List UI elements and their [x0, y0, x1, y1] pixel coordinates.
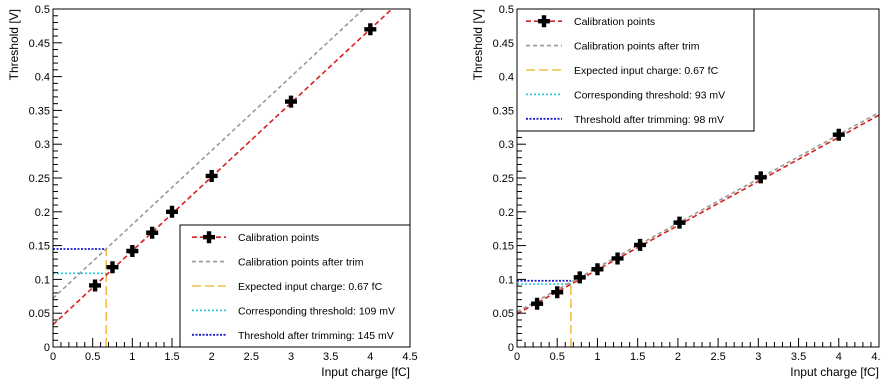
x-tick-label: 1 — [594, 351, 600, 363]
x-tick-label: 3 — [288, 351, 294, 363]
legend-item-1: Calibration points — [526, 15, 655, 28]
x-tick-label: 4 — [836, 351, 842, 363]
legend-item-1: Calibration points — [192, 231, 319, 244]
y-axis-title: Threshold [V] — [471, 9, 485, 80]
y-tick-label: 0.5 — [35, 4, 50, 16]
y-tick-label: 0.1 — [35, 274, 50, 286]
legend-label: Corresponding threshold: 109 mV — [238, 305, 395, 317]
y-tick-label: 0.2 — [35, 207, 50, 219]
legend-item-4: Corresponding threshold: 109 mV — [192, 305, 395, 317]
y-tick-label: 0.25 — [29, 173, 50, 185]
calibration-point-marker — [205, 169, 218, 182]
y-tick-label: 0.4 — [35, 72, 50, 84]
x-tick-label: 0 — [50, 351, 56, 363]
legend-item-5: Threshold after trimming: 98 mV — [526, 114, 724, 126]
series-line-fit-1 — [517, 114, 879, 315]
calibration-point-marker — [89, 279, 102, 292]
x-tick-label: 3.5 — [323, 351, 338, 363]
legend-item-2: Calibration points after trim — [192, 257, 364, 269]
x-axis-title: Input charge [fC] — [321, 365, 410, 379]
y-tick-label: 0 — [44, 342, 50, 354]
x-tick-label: 0.5 — [85, 351, 100, 363]
calibration-point-marker — [754, 171, 767, 184]
x-tick-label: 4.5 — [871, 351, 881, 363]
x-tick-label: 3 — [755, 351, 761, 363]
x-tick-label: 1 — [129, 351, 135, 363]
y-tick-label: 0.05 — [493, 308, 514, 320]
x-tick-label: 0 — [514, 351, 520, 363]
calibration-point-marker — [146, 226, 159, 239]
calibration-point-marker — [166, 205, 178, 218]
y-tick-label: 0.3 — [35, 139, 50, 151]
calibration-point-marker — [126, 245, 139, 258]
y-tick-label: 0.15 — [29, 241, 50, 253]
legend-point-marker — [203, 231, 215, 244]
x-tick-label: 4.5 — [402, 351, 417, 363]
chart-panel-1: 0 0.5 1 1.5 2 2.5 3 3.5 4 4.5 0 0.05 0.1 0.15 0.2 0.25 0… — [7, 4, 418, 379]
y-tick-label: 0.45 — [493, 38, 514, 50]
x-tick-label: 2 — [209, 351, 215, 363]
calibration-point-marker — [611, 252, 624, 265]
legend-item-5: Threshold after trimming: 145 mV — [192, 330, 394, 342]
y-tick-label: 0.45 — [29, 38, 50, 50]
y-tick-label: 0.2 — [499, 207, 514, 219]
y-tick-label: 0.35 — [493, 105, 514, 117]
legend-label: Calibration points — [238, 232, 319, 244]
x-tick-label: 4 — [367, 351, 373, 363]
plot-area — [53, 9, 394, 347]
legend-label: Threshold after trimming: 145 mV — [238, 330, 394, 342]
legend-label: Expected input charge: 0.67 fC — [238, 281, 383, 293]
x-tick-label: 2 — [675, 351, 681, 363]
calibration-point-marker — [364, 23, 377, 36]
x-axis-title: Input charge [fC] — [790, 365, 879, 379]
x-tick-label: 1.5 — [630, 351, 645, 363]
calibration-point-marker — [551, 286, 564, 299]
legend-label: Corresponding threshold: 93 mV — [574, 89, 725, 101]
calibration-point-marker — [591, 263, 604, 276]
legend-point-marker — [538, 15, 550, 28]
series-line-fit-2 — [517, 111, 879, 313]
legend: Calibration points Calibration points aft… — [179, 224, 411, 348]
series-line-fit-2 — [53, 9, 365, 299]
y-tick-label: 0 — [508, 342, 514, 354]
calibration-point-marker — [573, 271, 586, 284]
y-tick-label: 0.3 — [499, 139, 514, 151]
chart-panel-2: 0 0.5 1 1.5 2 2.5 3 3.5 4 4.5 0 0.05 0.1 0.15 0.2 0.25 0… — [471, 4, 881, 379]
legend-item-3: Expected input charge: 0.67 fC — [526, 65, 719, 77]
x-tick-label: 3.5 — [791, 351, 806, 363]
y-tick-label: 0.15 — [493, 241, 514, 253]
calibration-point-marker — [634, 238, 647, 251]
legend-label: Threshold after trimming: 98 mV — [574, 114, 724, 126]
y-tick-label: 0.25 — [493, 173, 514, 185]
x-tick-label: 2.5 — [710, 351, 725, 363]
legend-label: Calibration points after trim — [574, 41, 700, 53]
legend-label: Expected input charge: 0.67 fC — [574, 65, 719, 77]
legend: Calibration points Calibration points aft… — [516, 8, 755, 132]
legend-item-4: Corresponding threshold: 93 mV — [526, 89, 725, 101]
y-tick-label: 0.5 — [499, 4, 514, 16]
legend-label: Calibration points — [574, 16, 655, 28]
legend-label: Calibration points after trim — [238, 257, 364, 269]
y-axis-title: Threshold [V] — [7, 9, 21, 80]
y-tick-label: 0.05 — [29, 308, 50, 320]
calibration-point-marker — [531, 297, 544, 310]
y-tick-label: 0.1 — [499, 274, 514, 286]
legend-item-3: Expected input charge: 0.67 fC — [192, 281, 383, 293]
calibration-point-marker — [285, 95, 297, 108]
y-tick-label: 0.35 — [29, 105, 50, 117]
legend-item-2: Calibration points after trim — [526, 41, 700, 53]
x-tick-label: 1.5 — [164, 351, 179, 363]
calibration-point-marker — [832, 128, 845, 141]
y-tick-label: 0.4 — [499, 72, 514, 84]
calibration-point-marker — [106, 261, 119, 274]
calibration-point-marker — [673, 216, 686, 229]
x-tick-label: 0.5 — [550, 351, 565, 363]
plot-area — [517, 111, 879, 347]
x-tick-label: 2.5 — [244, 351, 259, 363]
